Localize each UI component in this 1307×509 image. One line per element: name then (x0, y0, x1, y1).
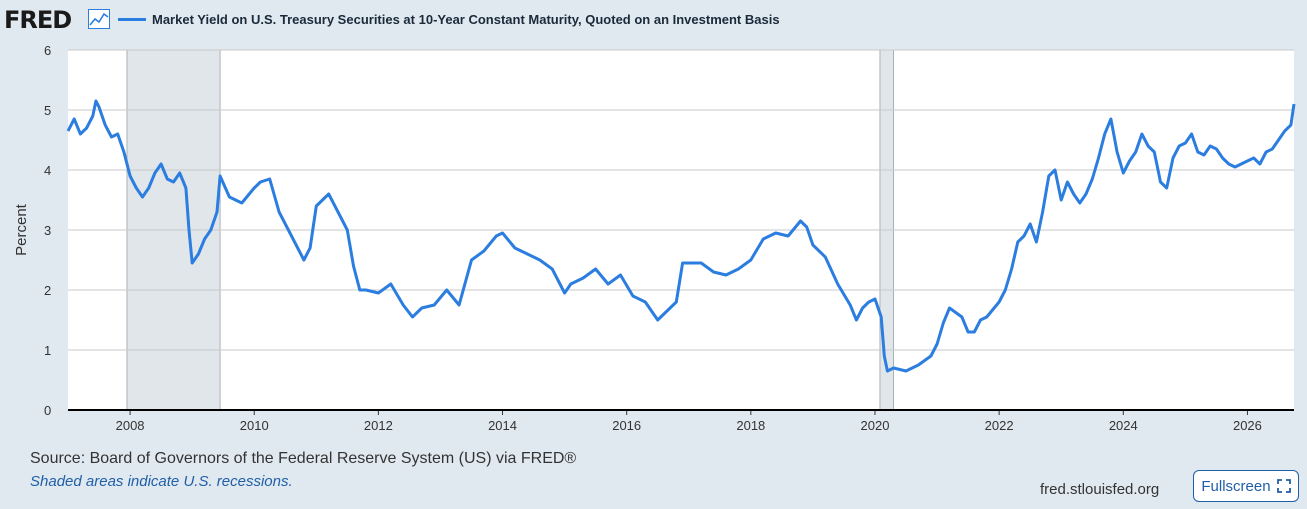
y-axis-ticks: 0 1 2 3 4 5 6 (44, 43, 51, 418)
y-tick-label: 5 (44, 103, 51, 118)
series-legend: Market Yield on U.S. Treasury Securities… (118, 12, 780, 27)
x-tick-label: 2008 (116, 418, 145, 433)
x-tick-label: 2020 (861, 418, 890, 433)
y-tick-label: 1 (44, 343, 51, 358)
y-tick-label: 6 (44, 43, 51, 58)
series-title[interactable]: Market Yield on U.S. Treasury Securities… (152, 12, 780, 27)
source-text: Source: Board of Governors of the Federa… (30, 450, 577, 467)
grid-lines (68, 49, 1294, 351)
recession-note[interactable]: Shaded areas indicate U.S. recessions. (30, 473, 293, 490)
legend-swatch (118, 18, 146, 21)
expand-corners-icon (1276, 479, 1291, 493)
x-tick-label: 2010 (240, 418, 269, 433)
x-tick-label: 2024 (1109, 418, 1138, 433)
series-line (66, 99, 1296, 373)
y-tick-label: 0 (44, 403, 51, 418)
line-chart: 0 1 2 3 4 5 6 2008 2010 2012 2014 2016 2018 2020 2022… (13, 43, 1296, 433)
y-axis-label: Percent (13, 203, 30, 256)
x-axis-ticks: 2008 2010 2012 2014 2016 2018 2020 2022 2024 2026 (116, 410, 1262, 433)
x-tick-label: 2012 (364, 418, 393, 433)
chart-header: FRED Market Yield on U.S. Treasury Secur… (0, 0, 1307, 40)
x-tick-label: 2026 (1233, 418, 1262, 433)
fred-logo[interactable]: FRED (4, 6, 72, 34)
y-tick-label: 2 (44, 283, 51, 298)
x-tick-label: 2018 (736, 418, 765, 433)
site-url[interactable]: fred.stlouisfed.org (1040, 481, 1160, 498)
fullscreen-label: Fullscreen (1201, 477, 1271, 495)
x-tick-label: 2014 (488, 418, 517, 433)
x-tick-label: 2022 (985, 418, 1014, 433)
y-tick-label: 3 (44, 223, 51, 238)
x-tick-label: 2016 (612, 418, 641, 433)
fullscreen-button[interactable]: Fullscreen (1193, 470, 1299, 502)
y-tick-label: 4 (44, 163, 51, 178)
line-chart-icon (88, 9, 110, 29)
